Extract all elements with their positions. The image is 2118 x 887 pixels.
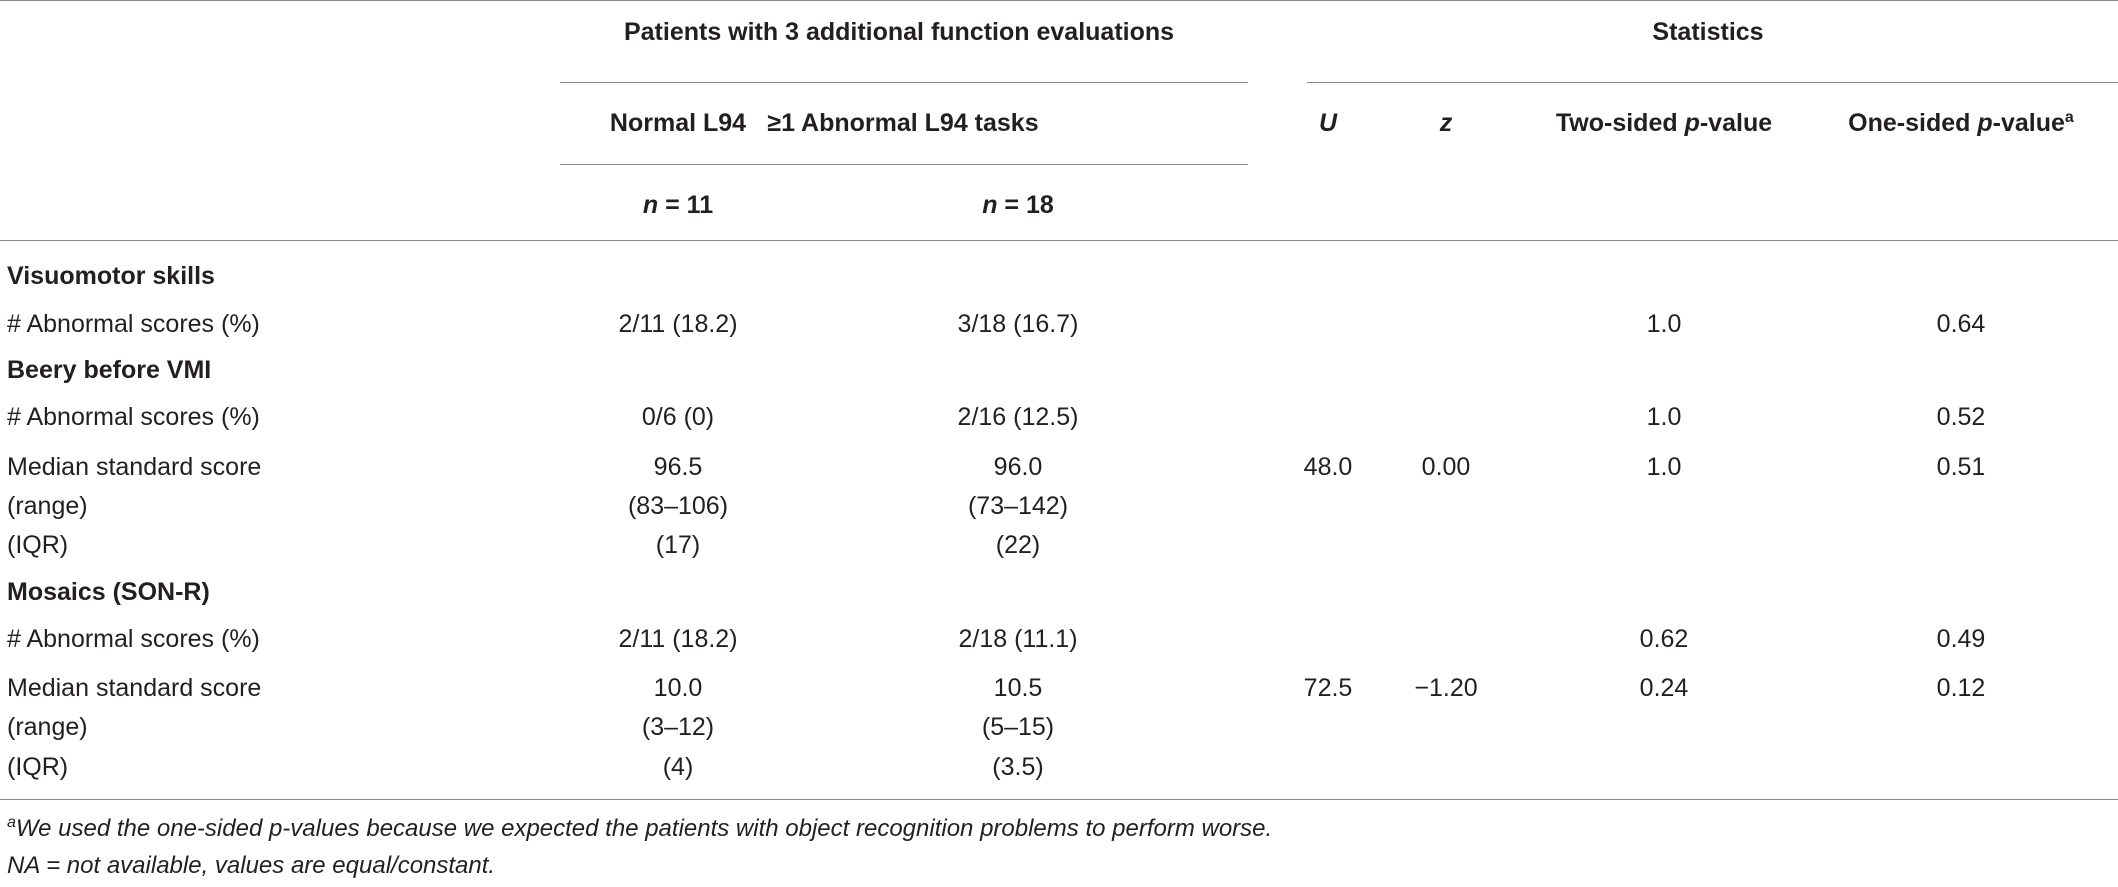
cell-one-sided: 0.49: [1936, 625, 1986, 653]
cell-two-sided: 1.0: [1646, 310, 1682, 338]
cell-normal: (4): [662, 753, 694, 781]
cell-z: 0.00: [1421, 453, 1471, 481]
cell-two-sided: 0.62: [1639, 625, 1689, 653]
cell-u: 48.0: [1303, 453, 1353, 481]
group-title-patients: Patients with 3 additional function eval…: [623, 18, 1175, 46]
col-header-two-sided: Two-sided p-value: [1555, 109, 1773, 137]
cell-abnormal: 96.0: [993, 453, 1043, 481]
subheader-rule: [560, 164, 1248, 165]
cell-abnormal: 2/18 (11.1): [958, 625, 1078, 653]
n-abnormal: n = 18: [982, 191, 1054, 219]
group-title-statistics: Statistics: [1652, 18, 1764, 46]
cell-normal: 0/6 (0): [641, 403, 715, 431]
cell-abnormal: 2/16 (12.5): [957, 403, 1079, 431]
cell-z: −1.20: [1414, 674, 1478, 702]
cell-u: 72.5: [1303, 674, 1353, 702]
col-header-abnormal: ≥1 Abnormal L94 tasks: [767, 109, 1039, 137]
top-rule: [0, 0, 2118, 1]
cell-abnormal: (3.5): [992, 753, 1044, 781]
cell-abnormal: 10.5: [993, 674, 1043, 702]
cell-normal: 96.5: [653, 453, 703, 481]
cell-normal: 10.0: [653, 674, 703, 702]
footnote-a: aWe used the one-sided p-values because …: [7, 814, 1273, 842]
row-label: Median standard score: [7, 674, 262, 702]
row-label: # Abnormal scores (%): [7, 310, 260, 338]
cell-abnormal: (5–15): [981, 713, 1055, 741]
cell-two-sided: 1.0: [1646, 453, 1682, 481]
cell-abnormal: (22): [995, 531, 1041, 559]
section-title-visuomotor: Visuomotor skills: [7, 262, 215, 290]
row-label: # Abnormal scores (%): [7, 403, 260, 431]
cell-two-sided: 0.24: [1639, 674, 1689, 702]
cell-normal: (83–106): [627, 492, 729, 520]
col-header-z: z: [1439, 109, 1453, 137]
cell-two-sided: 1.0: [1646, 403, 1682, 431]
table-bottom-rule: [0, 799, 2118, 800]
cell-normal: (3–12): [641, 713, 715, 741]
cell-normal: 2/11 (18.2): [618, 310, 738, 338]
row-label: (range): [7, 713, 88, 741]
row-label: Median standard score: [7, 453, 262, 481]
row-label: # Abnormal scores (%): [7, 625, 260, 653]
cell-abnormal: (73–142): [967, 492, 1069, 520]
footnote-na: NA = not available, values are equal/con…: [7, 852, 496, 879]
cell-one-sided: 0.12: [1936, 674, 1986, 702]
section-title-beery: Beery before VMI: [7, 356, 212, 384]
group2-rule: [1307, 82, 2118, 83]
header-bottom-rule: [0, 240, 2118, 241]
cell-one-sided: 0.51: [1936, 453, 1986, 481]
cell-abnormal: 3/18 (16.7): [957, 310, 1079, 338]
row-label: (IQR): [7, 753, 69, 781]
col-header-u: U: [1318, 109, 1338, 137]
section-title-mosaics: Mosaics (SON-R): [7, 578, 210, 606]
n-normal: n = 11: [642, 191, 714, 219]
row-label: (IQR): [7, 531, 69, 559]
group1-rule: [560, 82, 1248, 83]
row-label: (range): [7, 492, 88, 520]
cell-one-sided: 0.64: [1936, 310, 1986, 338]
cell-normal: (17): [655, 531, 701, 559]
col-header-one-sided: One-sided p-valuea: [1848, 109, 2074, 137]
cell-normal: 2/11 (18.2): [618, 625, 738, 653]
col-header-normal: Normal L94: [609, 109, 747, 137]
cell-one-sided: 0.52: [1936, 403, 1986, 431]
